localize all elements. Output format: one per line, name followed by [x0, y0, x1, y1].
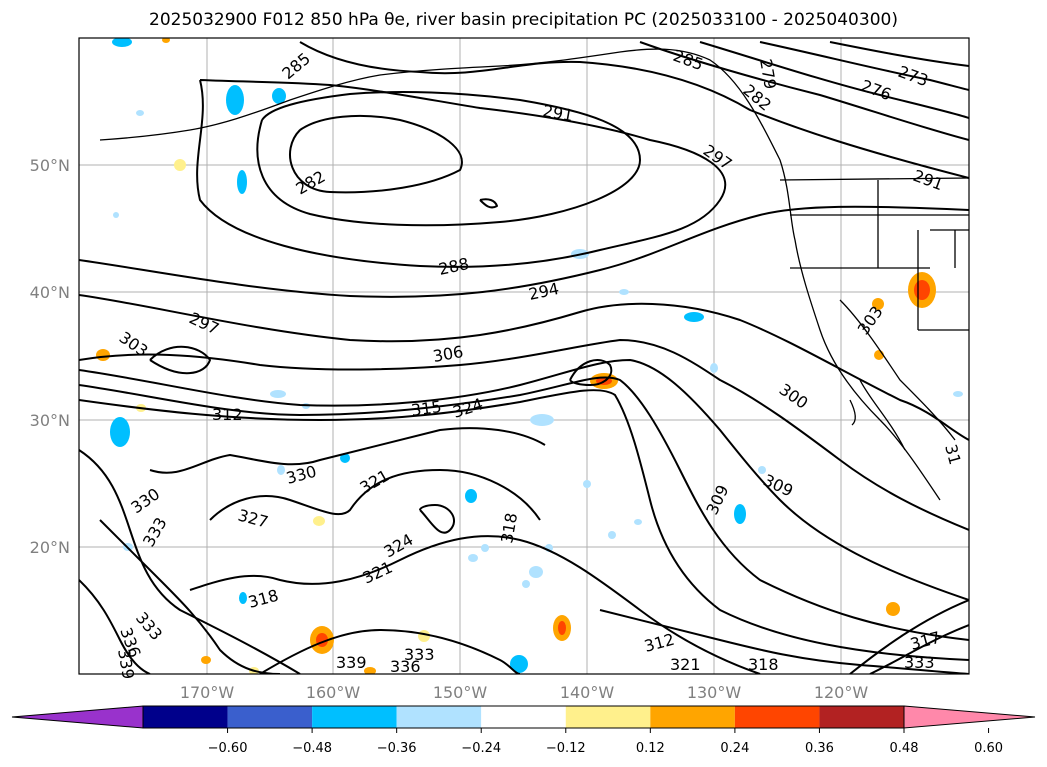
lon-label: 140°W [560, 683, 615, 702]
contour-label: 333 [904, 653, 935, 672]
colorbar-segment [312, 706, 397, 728]
precip-anomaly-shading [96, 38, 963, 674]
colorbar-tick-label: −0.36 [377, 741, 417, 756]
latitude-labels: 50°N 40°N 30°N 20°N [30, 156, 70, 557]
colorbar-frame [142, 705, 905, 729]
lat-label: 30°N [30, 411, 70, 430]
map-frame [78, 37, 970, 675]
lon-label: 160°W [306, 683, 361, 702]
lon-label: 150°W [433, 683, 488, 702]
colorbar-segment [227, 706, 313, 728]
lon-label: 120°W [814, 683, 869, 702]
chart-title: 2025032900 F012 850 hPa θe, river basin … [149, 10, 898, 30]
colorbar-tick-label: 0.60 [974, 741, 1003, 756]
lat-label: 50°N [30, 156, 70, 175]
colorbar-segment [396, 706, 482, 728]
colorbar-segment [481, 706, 566, 728]
contour-label: 315 [410, 397, 443, 420]
colorbar-segment [734, 706, 820, 728]
colorbar-segment [819, 706, 904, 728]
colorbar-segment [565, 706, 651, 728]
colorbar-tick-label: 0.12 [636, 741, 665, 756]
colorbar-segment [143, 706, 228, 728]
contour-label: 318 [748, 655, 779, 674]
coastlines [99, 48, 969, 501]
longitude-labels: 170°W 160°W 150°W 140°W 130°W 120°W [180, 683, 869, 702]
colorbar-tick-label: 0.24 [720, 741, 749, 756]
colorbar: −0.60 −0.48 −0.36 −0.24 −0.12 0.12 0.24 0.36 0.4… [11, 705, 1036, 756]
colorbar-tick-label: −0.12 [546, 741, 586, 756]
colorbar-tick-label: 0.36 [805, 741, 834, 756]
colorbar-tick-label: −0.24 [461, 741, 501, 756]
contour-label: 339 [336, 653, 367, 672]
colorbar-segment [650, 706, 735, 728]
contour-label: 31 [941, 442, 965, 467]
lat-label: 40°N [30, 283, 70, 302]
colorbar-tick-label: −0.60 [208, 741, 248, 756]
contour-label: 321 [670, 655, 701, 674]
colorbar-extend-max [903, 705, 1036, 729]
colorbar-tick-label: −0.48 [292, 741, 332, 756]
contour-label: 312 [212, 405, 243, 424]
lon-label: 130°W [687, 683, 742, 702]
contour-label: 333 [404, 645, 435, 664]
contour-label: 339 [114, 647, 138, 680]
lat-label: 20°N [30, 538, 70, 557]
theta-e-contours [79, 41, 969, 674]
lon-label: 170°W [180, 683, 235, 702]
colorbar-tick-label: 0.48 [890, 741, 919, 756]
colorbar-extend-min [11, 705, 144, 729]
contour-label: 336 [390, 657, 421, 676]
